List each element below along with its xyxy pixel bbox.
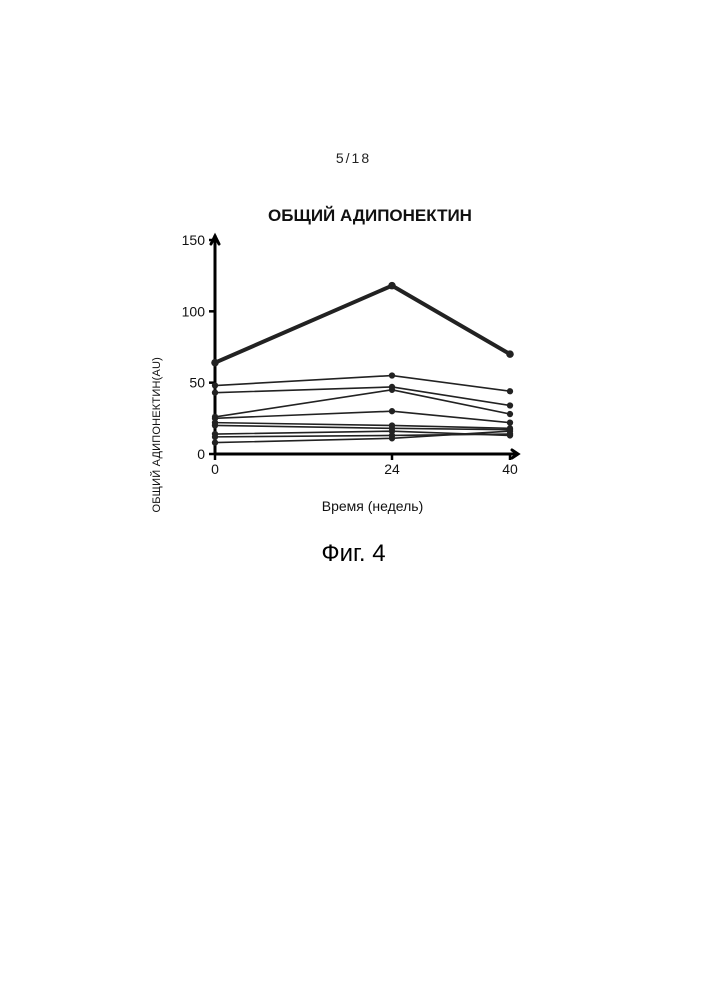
figure-caption: Фиг. 4 xyxy=(0,540,707,568)
y-axis-label: ОБЩИЙ АДИПОНЕКТИН(AU) xyxy=(151,357,163,513)
svg-text:150: 150 xyxy=(182,232,206,248)
svg-text:40: 40 xyxy=(502,461,518,477)
svg-text:0: 0 xyxy=(211,461,219,477)
svg-text:100: 100 xyxy=(182,303,206,319)
chart-title: ОБЩИЙ АДИПОНЕКТИН xyxy=(220,206,520,226)
svg-text:50: 50 xyxy=(189,375,205,391)
svg-text:24: 24 xyxy=(384,461,400,477)
line-chart: 0 50 100 150 0 24 40 xyxy=(160,232,530,482)
chart-container: ОБЩИЙ АДИПОНЕКТИН(AU) 05010015002440 Вре… xyxy=(160,232,530,482)
page-number: 5/18 xyxy=(0,150,707,166)
figure-page: 5/18 ОБЩИЙ АДИПОНЕКТИН ОБЩИЙ АДИПОНЕКТИН… xyxy=(0,0,707,1000)
svg-text:0: 0 xyxy=(197,446,205,462)
x-axis-label: Время (недель) xyxy=(215,498,530,514)
